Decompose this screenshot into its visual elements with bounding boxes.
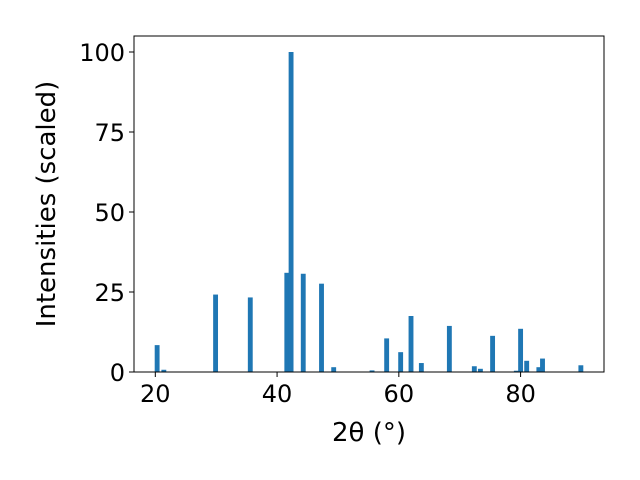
x-tick-label: 20 <box>140 380 171 408</box>
y-tick-label: 0 <box>110 359 125 387</box>
bar <box>300 273 306 372</box>
bars-group <box>154 52 584 372</box>
bar <box>540 358 545 372</box>
y-tick-label: 75 <box>94 119 125 147</box>
x-axis: 20 40 60 80 <box>140 372 536 408</box>
x-tick-label: 80 <box>505 380 536 408</box>
bar <box>384 338 390 372</box>
bar <box>477 368 483 372</box>
bar <box>418 363 424 372</box>
bar <box>536 367 542 372</box>
bar <box>408 316 414 372</box>
y-axis: 0 25 50 75 100 <box>79 39 134 387</box>
bar <box>247 297 253 372</box>
bar <box>319 283 324 372</box>
bar <box>369 370 375 372</box>
bar <box>154 345 160 372</box>
bar <box>446 325 452 372</box>
bar <box>471 366 477 372</box>
bar <box>513 370 519 372</box>
bar <box>213 294 219 372</box>
x-tick-label: 40 <box>262 380 293 408</box>
bar <box>284 272 290 372</box>
plot-frame <box>133 35 605 373</box>
bar <box>490 335 496 372</box>
bar <box>578 365 584 372</box>
bar <box>331 367 337 372</box>
bar <box>518 328 524 372</box>
bar <box>161 369 167 372</box>
y-tick-label: 50 <box>94 199 125 227</box>
y-tick-label: 100 <box>79 39 125 67</box>
bar <box>288 52 294 372</box>
y-axis-title: Intensities (scaled) <box>32 81 62 328</box>
x-tick-label: 60 <box>384 380 415 408</box>
bar <box>524 360 530 372</box>
x-axis-title: 2θ (°) <box>332 418 406 448</box>
y-tick-label: 25 <box>94 279 125 307</box>
bar <box>398 352 404 372</box>
